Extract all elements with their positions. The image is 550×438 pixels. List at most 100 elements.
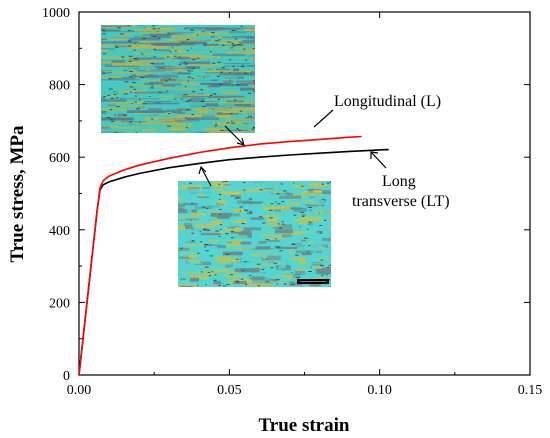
micrograph-grain xyxy=(176,108,192,111)
micrograph-grain xyxy=(232,186,242,189)
micrograph-grain xyxy=(183,98,191,101)
micrograph-grain xyxy=(101,41,139,44)
micrograph-grain xyxy=(252,79,255,83)
micrograph-inclusion xyxy=(134,101,137,103)
micrograph-grain xyxy=(254,41,255,44)
micrograph-grain xyxy=(249,214,264,219)
micrograph-grain xyxy=(312,273,319,276)
micrograph-grain xyxy=(167,89,209,92)
micrograph-inclusion xyxy=(166,56,170,58)
micrograph-grain xyxy=(141,121,180,125)
series-layer xyxy=(78,135,389,376)
micrograph-grain xyxy=(185,59,204,62)
micrograph-inclusion xyxy=(236,281,239,283)
micrograph-inclusion xyxy=(253,126,255,128)
micrograph-grain xyxy=(178,220,184,226)
micrograph-grain xyxy=(282,207,302,210)
micrograph-grain xyxy=(251,282,271,287)
micrograph-grain xyxy=(233,209,244,213)
micrograph-inclusion xyxy=(102,30,106,32)
micrograph-inclusion xyxy=(174,55,177,57)
micrograph-grain xyxy=(144,112,173,115)
micrograph-inclusion xyxy=(240,278,244,280)
micrograph-grain xyxy=(158,58,178,60)
micrograph-grain xyxy=(232,34,255,36)
micrograph-inclusion xyxy=(102,73,106,74)
micrograph-grain xyxy=(245,53,252,56)
micrograph-grain xyxy=(201,248,216,252)
micrograph-grain xyxy=(193,115,216,118)
micrograph-inclusion xyxy=(152,36,157,37)
micrograph-grain xyxy=(226,100,244,103)
micrograph-grain xyxy=(191,34,213,36)
y-tick-label: 400 xyxy=(49,224,70,239)
transverse-micrograph-inset xyxy=(178,181,331,287)
micrograph-inclusion xyxy=(319,225,323,226)
micrograph-grain xyxy=(239,63,255,66)
micrograph-inclusion xyxy=(188,99,192,101)
micrograph-inclusion xyxy=(185,117,187,118)
micrograph-grain xyxy=(143,117,187,121)
micrograph-grain xyxy=(222,63,255,65)
micrograph-grain xyxy=(307,241,315,244)
micrograph-grain xyxy=(163,81,188,83)
micrograph-grain xyxy=(101,79,140,81)
micrograph-grain xyxy=(252,73,255,75)
micrograph-grain xyxy=(171,110,182,114)
micrograph-grain xyxy=(114,45,131,48)
micrograph-inclusion xyxy=(211,271,214,273)
micrograph-inclusion xyxy=(192,59,196,61)
micrograph-inclusion xyxy=(262,222,266,224)
micrograph-inclusion xyxy=(243,202,245,204)
micrograph-inclusion xyxy=(149,96,151,97)
micrograph-grain xyxy=(192,252,212,255)
micrograph-grain xyxy=(181,269,200,273)
micrograph-inclusion xyxy=(244,209,248,211)
micrograph-inclusion xyxy=(299,226,301,228)
micrograph-grain xyxy=(223,57,250,60)
micrograph-inclusion xyxy=(138,99,141,101)
micrograph-grain xyxy=(197,196,210,198)
micrograph-inclusion xyxy=(207,271,210,273)
micrograph-grain xyxy=(217,96,231,98)
micrograph-grain xyxy=(296,189,308,193)
micrograph-grain xyxy=(120,34,130,36)
micrograph-grain xyxy=(133,99,163,101)
micrograph-grain xyxy=(300,196,320,198)
micrograph-grain xyxy=(245,201,264,204)
micrograph-inclusion xyxy=(209,95,213,96)
micrograph-inclusion xyxy=(216,75,220,77)
micrograph-inclusion xyxy=(254,64,255,66)
micrograph-inclusion xyxy=(326,182,330,184)
micrograph-grain xyxy=(307,221,321,226)
micrograph-inclusion xyxy=(172,47,174,49)
micrograph-grain xyxy=(186,66,200,69)
micrograph-inclusion xyxy=(191,68,195,70)
micrograph-inclusion xyxy=(175,50,177,52)
micrograph-grain xyxy=(252,126,255,128)
micrograph-grain xyxy=(237,219,247,223)
micrograph-grain xyxy=(129,60,165,62)
micrograph-grain xyxy=(308,265,325,268)
micrograph-inclusion xyxy=(280,183,283,185)
micrograph-grain xyxy=(215,245,226,249)
micrograph-inclusion xyxy=(213,93,217,95)
micrograph-grain xyxy=(182,271,200,274)
micrograph-inclusion xyxy=(309,209,312,211)
micrograph-inclusion xyxy=(120,33,125,35)
micrograph-inclusion xyxy=(202,206,206,208)
arrow-longitudinal-curve xyxy=(224,125,245,146)
micrograph-grain xyxy=(198,39,220,43)
micrograph-grain xyxy=(286,285,298,287)
micrograph-inclusion xyxy=(115,46,119,48)
micrograph-grain xyxy=(267,217,278,222)
micrograph-grain xyxy=(119,89,146,93)
micrograph-grain xyxy=(245,117,255,119)
micrograph-inclusion xyxy=(135,95,137,97)
micrograph-grain xyxy=(112,49,124,52)
micrograph-grain xyxy=(225,272,240,275)
micrograph-inclusion xyxy=(228,59,232,61)
micrograph-grain xyxy=(101,84,130,87)
micrograph-grain xyxy=(169,41,208,45)
micrograph-inclusion xyxy=(133,57,138,59)
